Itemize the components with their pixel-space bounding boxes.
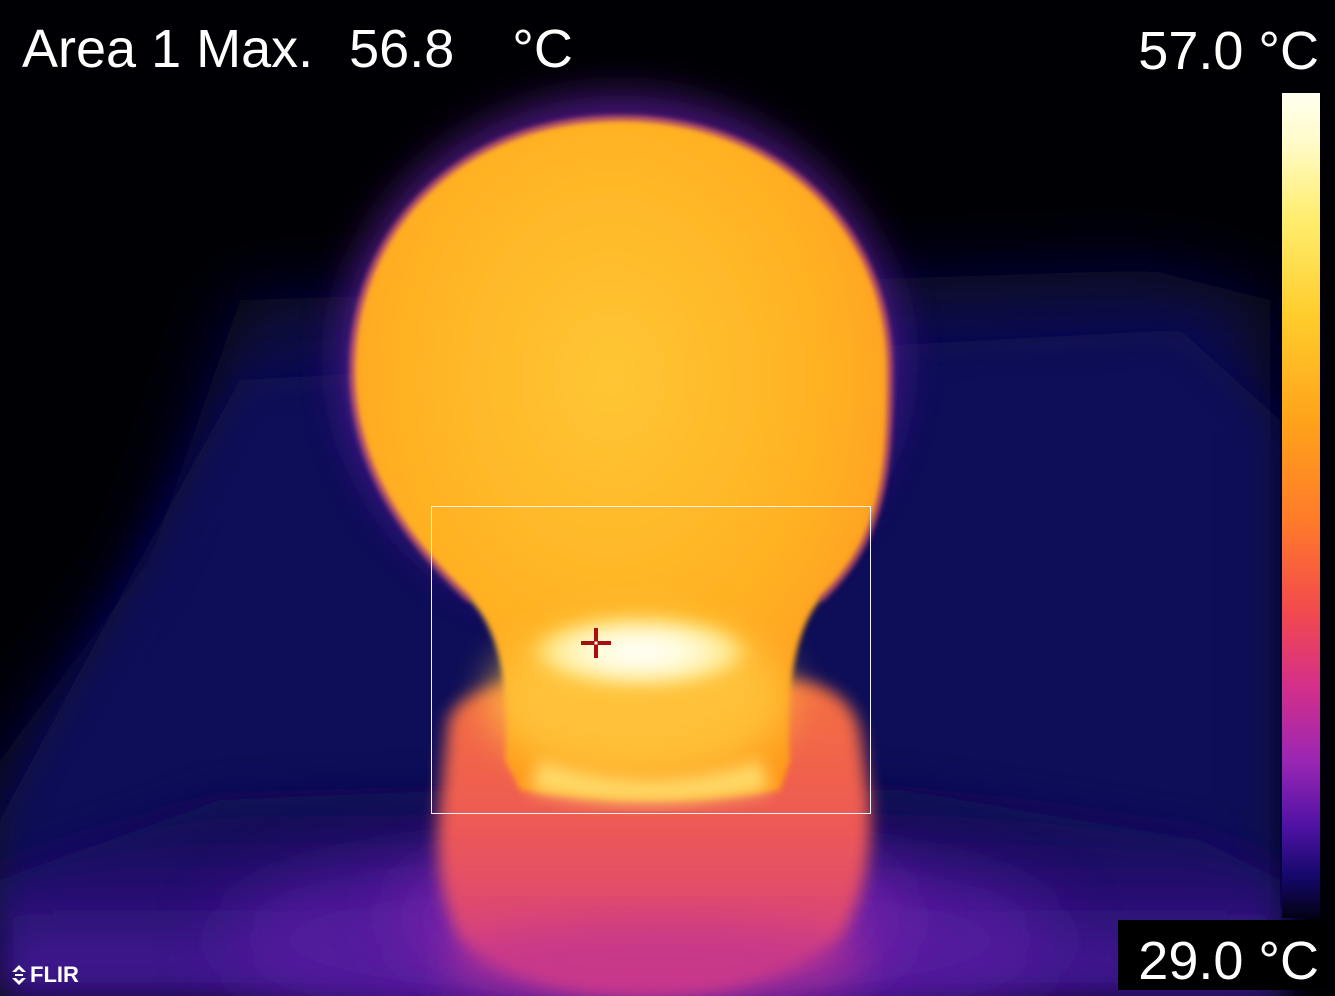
flir-logo-text: FLIR xyxy=(30,962,79,987)
temperature-color-scale xyxy=(1282,93,1320,918)
measurement-unit: °C xyxy=(512,19,573,79)
measurement-readout: Area 1 Max. 56.8 °C xyxy=(22,22,573,76)
scale-min-label: 29.0 °C xyxy=(1138,931,1319,991)
measurement-label: Area 1 Max. xyxy=(22,19,314,79)
crosshair-icon xyxy=(581,628,611,658)
scale-min-background xyxy=(1118,920,1328,990)
measurement-area-box[interactable] xyxy=(431,506,871,814)
flir-logo: FLIR xyxy=(10,964,79,986)
scale-max-label: 57.0 °C xyxy=(1138,21,1319,81)
flir-logo-icon xyxy=(12,965,26,985)
measurement-value: 56.8 xyxy=(349,19,455,79)
